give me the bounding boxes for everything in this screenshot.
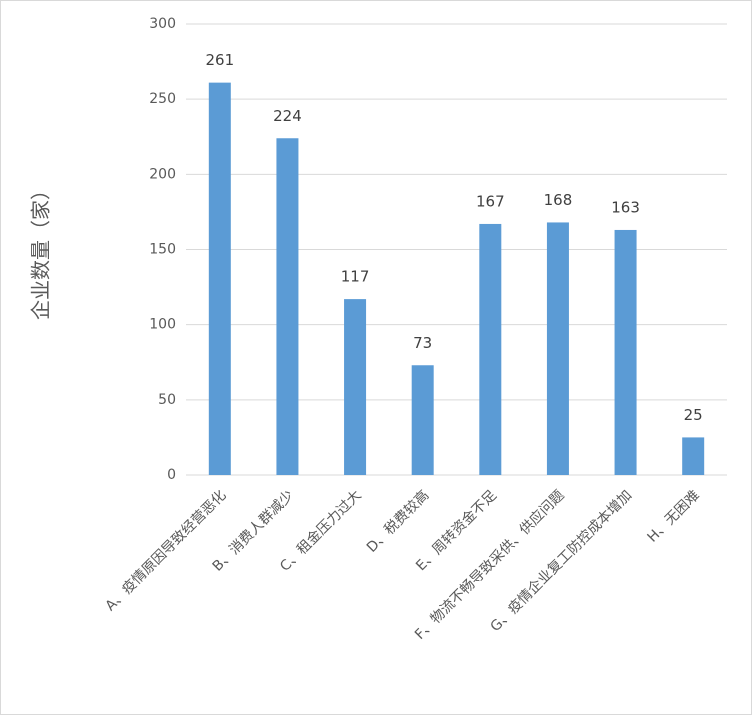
value-label: 25	[684, 406, 703, 424]
y-tick-label: 100	[149, 317, 176, 333]
y-tick-label: 300	[149, 16, 176, 32]
bar	[614, 229, 637, 475]
bar	[276, 138, 299, 475]
value-label: 163	[611, 198, 640, 216]
y-axis-label: 企业数量（家）	[29, 180, 53, 320]
bar	[344, 299, 367, 475]
y-tick-label: 50	[158, 392, 176, 408]
value-label: 73	[413, 334, 432, 352]
bar	[411, 365, 434, 475]
value-label: 117	[341, 268, 370, 286]
y-tick-label: 0	[167, 467, 176, 483]
bar	[682, 437, 705, 475]
value-label: 261	[205, 51, 234, 69]
value-label: 168	[544, 191, 573, 209]
value-label: 224	[273, 107, 302, 125]
bar	[546, 222, 569, 475]
bar	[479, 223, 502, 475]
y-tick-label: 250	[149, 91, 176, 107]
y-tick-label: 200	[149, 166, 176, 182]
value-label: 167	[476, 192, 505, 210]
bar	[208, 82, 231, 475]
y-tick-label: 150	[149, 242, 176, 258]
